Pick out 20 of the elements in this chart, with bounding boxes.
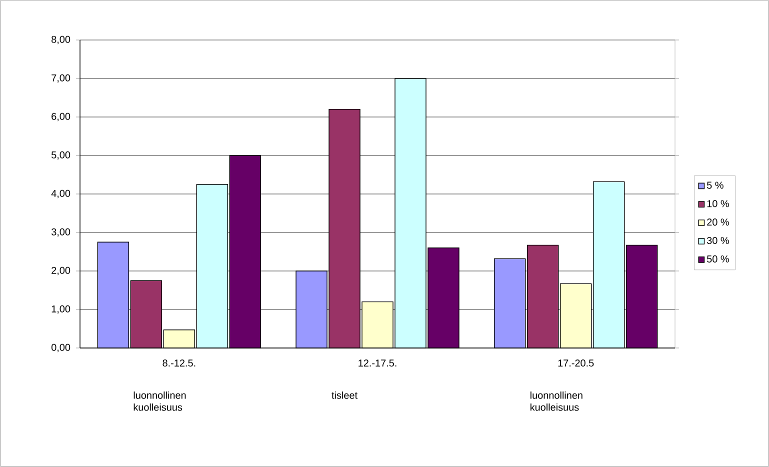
- y-tick-label: 3,00: [51, 228, 70, 237]
- text: luonnollinen kuolleisuus: [134, 392, 186, 411]
- text: tisleet: [332, 392, 358, 399]
- y-tick-label: 1,00: [52, 305, 70, 314]
- y-tick-label: 0,00: [51, 344, 70, 352]
- y-tick-label: 4,00: [51, 190, 70, 198]
- legend-label: 20 %: [707, 218, 729, 226]
- legend-label: 30 %: [706, 236, 729, 244]
- y-tick-label: 8,00: [52, 36, 70, 44]
- legend-label: 50 %: [707, 255, 729, 262]
- text: luonnollinen kuolleisuus: [530, 392, 582, 411]
- legend-label: 5 %: [707, 182, 724, 189]
- x-tick-label: 12.-17.5.: [358, 360, 396, 367]
- legend-label: 10 %: [707, 200, 729, 208]
- y-tick-label: 2,00: [52, 266, 70, 276]
- y-tick-label: 5,00: [52, 151, 70, 160]
- x-tick-label: 17.-20.5: [558, 360, 594, 367]
- x-tick-label: 8.-12.5.: [162, 360, 196, 367]
- y-tick-label: 7,00: [52, 74, 70, 83]
- y-tick-label: 6,00: [52, 112, 70, 122]
